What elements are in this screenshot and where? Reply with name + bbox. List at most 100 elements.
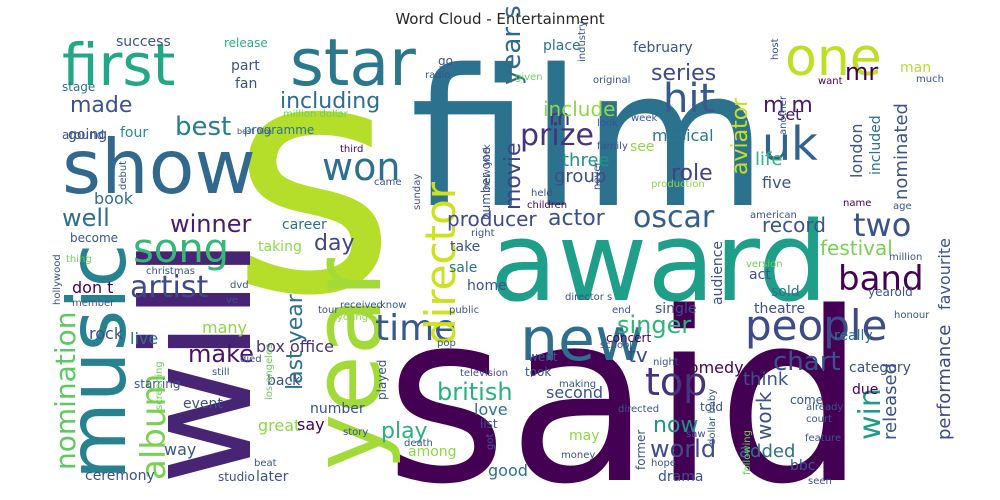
word-singer: singer bbox=[617, 311, 691, 339]
word-honour: honour bbox=[894, 310, 930, 321]
word-drama: drama bbox=[658, 469, 703, 485]
word-win: win bbox=[853, 388, 888, 440]
word-festival: festival bbox=[820, 236, 893, 260]
word-studio: studio bbox=[218, 470, 255, 484]
word-hope: hope bbox=[651, 458, 676, 469]
word-money: money bbox=[561, 450, 595, 461]
word-people: people bbox=[745, 301, 887, 350]
word-aviator: aviator bbox=[728, 97, 753, 175]
word-christmas: christmas bbox=[146, 266, 195, 277]
word-s: s bbox=[230, 0, 397, 366]
word-think: think bbox=[743, 369, 789, 390]
word-million: million bbox=[889, 252, 922, 263]
word-best-film: best film bbox=[237, 127, 272, 136]
word-hollywood: hollywood bbox=[52, 254, 63, 305]
word-artist: artist bbox=[130, 270, 208, 305]
word-made: made bbox=[70, 93, 132, 118]
word-concert: concert bbox=[606, 331, 651, 345]
word-including: including bbox=[280, 89, 380, 114]
word-ceremony: ceremony bbox=[85, 468, 155, 484]
word-sunday: sunday bbox=[412, 174, 423, 210]
word-m: m bbox=[549, 106, 570, 131]
word-year: year bbox=[293, 257, 403, 470]
word-young: young bbox=[337, 312, 368, 323]
word-saw: saw bbox=[686, 429, 706, 440]
word-nomination: nomination bbox=[49, 312, 82, 470]
word-production: production bbox=[651, 179, 705, 190]
word-producer: producer bbox=[447, 207, 537, 231]
word-director-s: director s bbox=[565, 292, 612, 303]
word-mr: mr bbox=[845, 58, 878, 86]
word-third: third bbox=[340, 144, 363, 155]
word-seen: seen bbox=[808, 476, 832, 487]
word-family: family bbox=[597, 141, 628, 152]
word-later: later bbox=[256, 469, 289, 485]
word-version: version bbox=[746, 259, 783, 270]
word-released: released bbox=[880, 363, 901, 440]
word-children: children bbox=[527, 200, 567, 211]
word-prize: prize bbox=[520, 118, 594, 153]
word-event: event bbox=[183, 396, 223, 412]
word-man: man bbox=[900, 60, 931, 76]
word-beat: beat bbox=[254, 458, 277, 469]
word-already: already bbox=[806, 402, 843, 413]
word-starring: starring bbox=[134, 377, 181, 391]
word-former: former bbox=[634, 430, 648, 470]
word-musical: musical bbox=[652, 126, 714, 145]
word-award: award bbox=[490, 198, 828, 326]
word-making: making bbox=[559, 379, 596, 390]
word-know: know bbox=[380, 300, 406, 311]
word-end: end bbox=[612, 305, 631, 316]
word-m-m: m m bbox=[763, 93, 813, 118]
word-yearold: yearold bbox=[868, 285, 913, 299]
word-said: said bbox=[385, 263, 866, 500]
word-second: second bbox=[546, 383, 603, 402]
word-chart: chart bbox=[773, 347, 841, 377]
word-radio: radio bbox=[425, 70, 450, 81]
word-came: came bbox=[374, 177, 402, 188]
word-look: look bbox=[597, 118, 618, 129]
word-played: played bbox=[375, 360, 389, 400]
word-home: home bbox=[467, 278, 507, 294]
word-bbc: bbc bbox=[790, 458, 815, 474]
word-debut: debut bbox=[118, 161, 129, 190]
word-school: school bbox=[600, 340, 632, 351]
word-won: won bbox=[322, 145, 400, 189]
word-album: album bbox=[134, 373, 174, 480]
word-will: will bbox=[112, 237, 286, 485]
word-member: member bbox=[72, 298, 115, 309]
word-given: given bbox=[515, 72, 543, 83]
word-part: part bbox=[231, 58, 260, 74]
word-career: career bbox=[282, 217, 327, 233]
word-theatre: theatre bbox=[754, 301, 805, 317]
chart-title: Word Cloud - Entertainment bbox=[395, 10, 605, 28]
word-year-s: year s bbox=[497, 5, 527, 85]
word-group: group bbox=[554, 166, 606, 187]
word-love: love bbox=[474, 400, 508, 419]
word-number: number bbox=[310, 401, 365, 417]
word-really: really bbox=[834, 328, 873, 344]
word-include: include bbox=[543, 97, 615, 121]
word-oscar: oscar bbox=[633, 200, 715, 235]
word-number-one: number one bbox=[479, 147, 493, 220]
word-box-office: box office bbox=[256, 337, 334, 356]
word-best: best bbox=[175, 112, 231, 142]
word-may: may bbox=[569, 428, 600, 444]
word-thing: thing bbox=[66, 254, 92, 265]
word-received: received bbox=[340, 300, 383, 311]
word-night: night bbox=[653, 357, 679, 368]
word-first: first bbox=[62, 31, 175, 99]
word-good: good bbox=[488, 461, 528, 480]
word-don-t: don t bbox=[72, 278, 113, 297]
word-day: day bbox=[314, 231, 354, 256]
word-want: want bbox=[818, 76, 843, 87]
word-become: become bbox=[70, 231, 118, 245]
word-last-year: last year bbox=[283, 293, 308, 390]
word-stage: stage bbox=[62, 80, 95, 94]
word-television: television bbox=[460, 368, 508, 379]
word-added: added bbox=[739, 441, 795, 462]
word-held: held bbox=[531, 188, 553, 199]
word-another: another bbox=[778, 95, 789, 135]
word-death: death bbox=[404, 438, 433, 449]
